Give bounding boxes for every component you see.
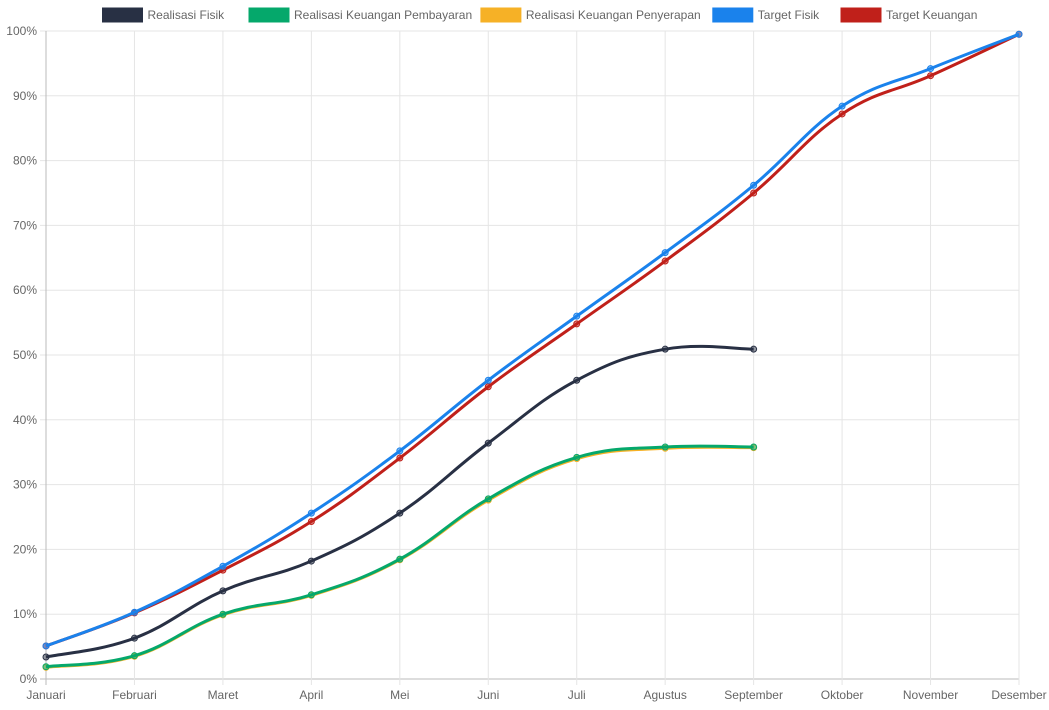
data-point: [573, 376, 581, 384]
y-tick-label: 10%: [13, 607, 37, 621]
data-point: [484, 383, 492, 391]
series-realisasi-fisik: [42, 344, 758, 661]
data-point: [661, 257, 669, 265]
x-axis: Januari Februari Maret April Mei Juni Juli Agus…: [26, 688, 1046, 702]
y-tick-label: 20%: [13, 542, 37, 556]
y-tick-label: 100%: [6, 24, 37, 38]
data-point: [661, 249, 669, 257]
series-line: [45, 32, 1020, 648]
data-point: [42, 663, 50, 671]
legend-item[interactable]: Realisasi Keuangan Pembayaran: [248, 7, 472, 23]
legend-label: Realisasi Keuangan Penyerapan: [526, 8, 701, 22]
legend-label: Target Fisik: [758, 8, 820, 22]
data-point: [750, 443, 758, 451]
y-tick-label: 40%: [13, 413, 37, 427]
y-tick-label: 80%: [13, 154, 37, 168]
data-point: [927, 72, 935, 80]
legend-swatch: [840, 7, 882, 23]
legend-item[interactable]: Target Keuangan: [840, 7, 977, 23]
x-tick-label: Juni: [477, 688, 499, 702]
data-point: [307, 557, 315, 565]
legend-swatch: [712, 7, 754, 23]
legend-label: Realisasi Fisik: [148, 8, 226, 22]
series-lines: [42, 30, 1023, 671]
legend-item[interactable]: Realisasi Keuangan Penyerapan: [480, 7, 701, 23]
data-point: [573, 320, 581, 328]
x-tick-label: Oktober: [821, 688, 864, 702]
x-tick-label: Mei: [390, 688, 409, 702]
data-point: [130, 634, 138, 642]
data-point: [42, 653, 50, 661]
data-point: [396, 555, 404, 563]
data-point: [750, 345, 758, 353]
legend-item[interactable]: Target Fisik: [712, 7, 820, 23]
legend-item[interactable]: Realisasi Fisik: [102, 7, 226, 23]
x-tick-label: November: [903, 688, 958, 702]
data-point: [42, 642, 50, 650]
data-point: [838, 110, 846, 118]
legend-swatch: [248, 7, 290, 23]
series-target-fisik: [42, 30, 1023, 650]
data-point: [307, 509, 315, 517]
x-tick-label: Juli: [568, 688, 586, 702]
y-axis: 0% 10% 20% 30% 40% 50% 60% 70% 80% 90% 100%: [6, 24, 37, 686]
data-point: [927, 65, 935, 73]
data-point: [307, 591, 315, 599]
data-point: [484, 376, 492, 384]
series-target-keuangan: [42, 30, 1023, 650]
series-realisasi-keuangan-pembayaran: [42, 443, 758, 671]
y-tick-label: 60%: [13, 283, 37, 297]
data-point: [130, 652, 138, 660]
data-point: [484, 495, 492, 503]
data-point: [750, 181, 758, 189]
x-tick-label: Februari: [112, 688, 157, 702]
legend-swatch: [102, 7, 143, 23]
data-point: [1015, 30, 1023, 38]
x-tick-label: September: [724, 688, 783, 702]
data-point: [219, 587, 227, 595]
y-tick-label: 70%: [13, 218, 37, 232]
data-point: [838, 102, 846, 110]
data-point: [573, 453, 581, 461]
x-tick-label: Agustus: [644, 688, 687, 702]
legend[interactable]: Realisasi Fisik Realisasi Keuangan Pembay…: [102, 7, 978, 23]
x-tick-label: Januari: [26, 688, 65, 702]
data-point: [396, 509, 404, 517]
legend-label: Realisasi Keuangan Pembayaran: [294, 8, 472, 22]
data-point: [661, 345, 669, 353]
data-point: [130, 608, 138, 616]
data-point: [219, 610, 227, 618]
x-tick-label: Desember: [991, 688, 1046, 702]
x-tick-label: Maret: [208, 688, 239, 702]
legend-swatch: [480, 7, 522, 23]
data-point: [307, 518, 315, 526]
grid: [40, 30, 1020, 685]
data-point: [396, 454, 404, 462]
data-point: [219, 562, 227, 570]
y-tick-label: 30%: [13, 478, 37, 492]
legend-label: Target Keuangan: [886, 8, 977, 22]
data-point: [484, 439, 492, 447]
y-tick-label: 90%: [13, 89, 37, 103]
data-point: [396, 447, 404, 455]
y-tick-label: 0%: [20, 672, 38, 686]
x-tick-label: April: [299, 688, 323, 702]
series-line: [45, 32, 1020, 648]
data-point: [750, 189, 758, 197]
y-tick-label: 50%: [13, 348, 37, 362]
data-point: [573, 312, 581, 320]
data-point: [661, 443, 669, 451]
